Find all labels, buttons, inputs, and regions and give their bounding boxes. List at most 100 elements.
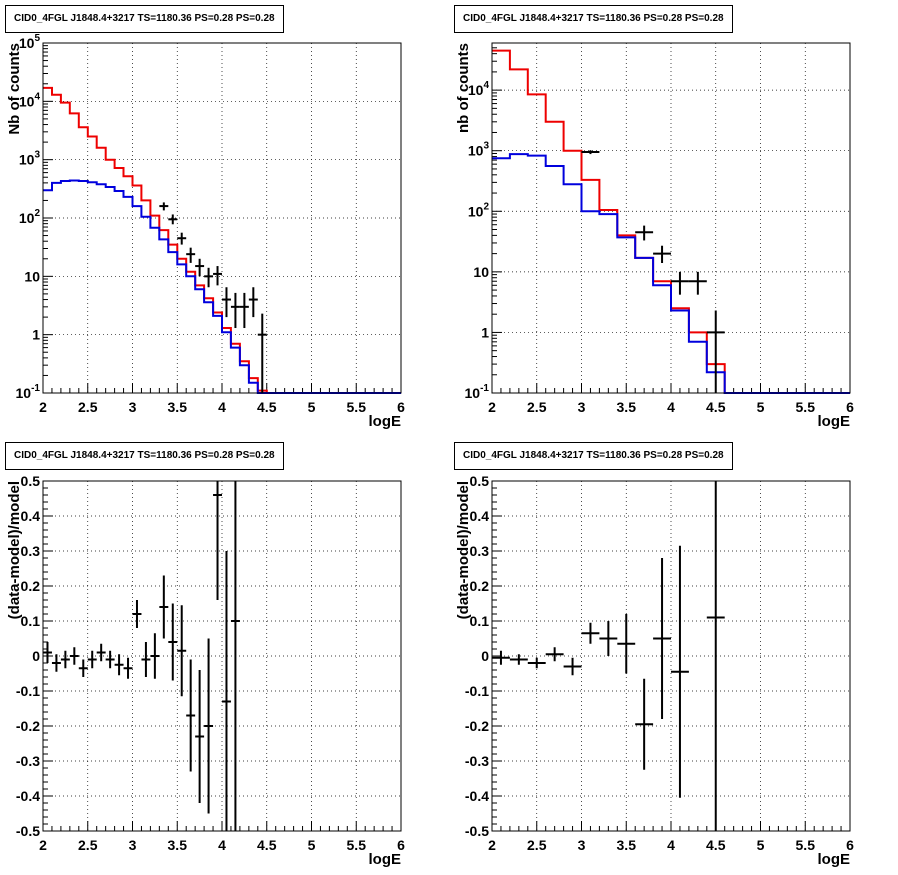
y-tick-label: 104	[468, 80, 490, 98]
x-tick-label: 5	[757, 837, 765, 853]
x-axis-title: logE	[818, 413, 851, 430]
x-tick-label: 6	[846, 399, 854, 415]
x-tick-label: 5	[308, 399, 316, 415]
x-tick-label: 2	[39, 837, 47, 853]
x-tick-label: 3	[129, 837, 137, 853]
x-tick-label: 3	[578, 837, 586, 853]
y-tick-label: 0	[32, 648, 40, 664]
plot-panel-bottom-left: logE (data-model)/model	[6, 480, 402, 868]
y-tick-label: 104	[19, 91, 41, 109]
data-point	[222, 551, 231, 831]
data-point	[159, 575, 169, 639]
data-point	[257, 313, 267, 393]
y-tick-label: 0.3	[470, 543, 490, 559]
y-tick-label: 0.1	[21, 613, 41, 629]
x-tick-label: 4.5	[257, 399, 277, 415]
data-point	[671, 545, 689, 798]
data-point	[87, 650, 97, 669]
data-point	[168, 214, 178, 225]
x-tick-label: 4	[218, 399, 226, 415]
y-tick-label: 10-1	[465, 383, 490, 401]
data-point	[527, 657, 546, 669]
data-point	[239, 292, 249, 329]
data-point	[617, 614, 636, 674]
y-tick-label: 103	[468, 141, 490, 159]
histogram-source-model	[43, 179, 401, 394]
data-point	[177, 232, 187, 245]
y-tick-label: -0.1	[465, 683, 489, 699]
x-tick-label: 5.5	[347, 399, 367, 415]
data-point	[186, 247, 196, 263]
data-point	[635, 678, 654, 770]
x-tick-label: 3.5	[168, 837, 188, 853]
data-point	[688, 271, 707, 295]
y-tick-label: -0.4	[16, 788, 40, 804]
x-tick-label: 2	[488, 837, 496, 853]
x-tick-label: 4	[667, 837, 675, 853]
x-tick-label: 5.5	[347, 837, 367, 853]
y-tick-label: 0.5	[470, 473, 490, 489]
data-point	[222, 287, 231, 318]
data-point	[545, 647, 564, 662]
x-axis-title: logE	[369, 851, 402, 868]
data-point	[186, 659, 196, 772]
data-point	[653, 558, 671, 719]
x-tick-label: 4.5	[706, 837, 726, 853]
x-tick-label: 6	[846, 837, 854, 853]
x-tick-label: 2.5	[78, 399, 98, 415]
y-tick-label: -0.2	[465, 718, 489, 734]
data-point	[105, 650, 115, 669]
data-point	[132, 600, 142, 628]
plot-frame	[491, 480, 851, 832]
x-tick-label: 3.5	[617, 837, 637, 853]
y-tick-label: 0.5	[21, 473, 41, 489]
y-tick-label: 0.2	[21, 578, 41, 594]
y-tick-label: 0.1	[470, 613, 490, 629]
y-tick-label: 1	[481, 324, 489, 340]
y-axis-title: nb of counts	[455, 43, 472, 133]
y-tick-label: -0.1	[16, 683, 40, 699]
x-tick-label: 4.5	[257, 837, 277, 853]
panel-title-bottom-right: CID0_4FGL J1848.4+3217 TS=1180.36 PS=0.2…	[454, 442, 733, 470]
x-tick-label: 2.5	[527, 399, 547, 415]
data-point	[581, 622, 600, 644]
data-point	[195, 258, 205, 277]
y-tick-label: -0.3	[16, 753, 40, 769]
data-point	[213, 266, 222, 286]
x-tick-label: 2	[39, 399, 47, 415]
data-point	[599, 621, 618, 656]
histogram-source-model	[492, 153, 850, 394]
plot-frame	[491, 42, 851, 394]
panel-title-bottom-left: CID0_4FGL J1848.4+3217 TS=1180.36 PS=0.2…	[5, 442, 284, 470]
y-tick-label: -0.5	[465, 823, 489, 839]
y-tick-label: -0.5	[16, 823, 40, 839]
x-tick-label: 3.5	[168, 399, 188, 415]
data-point	[195, 670, 205, 803]
x-tick-label: 2	[488, 399, 496, 415]
y-tick-label: 105	[19, 33, 41, 51]
data-point	[141, 642, 151, 677]
y-tick-label: 0.2	[470, 578, 490, 594]
x-tick-label: 6	[397, 399, 405, 415]
plot-panel-top-right: logE nb of counts	[455, 42, 851, 430]
data-point	[653, 245, 671, 264]
data-point	[78, 659, 88, 677]
data-point	[123, 657, 133, 679]
x-tick-label: 4	[218, 837, 226, 853]
x-tick-label: 3	[578, 399, 586, 415]
y-tick-label: 103	[19, 150, 41, 168]
y-tick-label: -0.4	[465, 788, 489, 804]
data-point	[213, 481, 222, 600]
panel-title-top-right: CID0_4FGL J1848.4+3217 TS=1180.36 PS=0.2…	[454, 5, 733, 33]
data-point	[581, 150, 600, 155]
data-point	[230, 292, 240, 329]
x-tick-label: 2.5	[78, 837, 98, 853]
x-tick-label: 5	[308, 837, 316, 853]
y-axis-title: (data-model)/model	[6, 481, 23, 619]
y-tick-label: 10	[473, 264, 489, 280]
y-axis-title: Nb of counts	[6, 43, 23, 135]
x-tick-label: 4	[667, 399, 675, 415]
plot-panel-bottom-right: logE (data-model)/model	[455, 480, 851, 868]
data-point	[248, 287, 258, 318]
